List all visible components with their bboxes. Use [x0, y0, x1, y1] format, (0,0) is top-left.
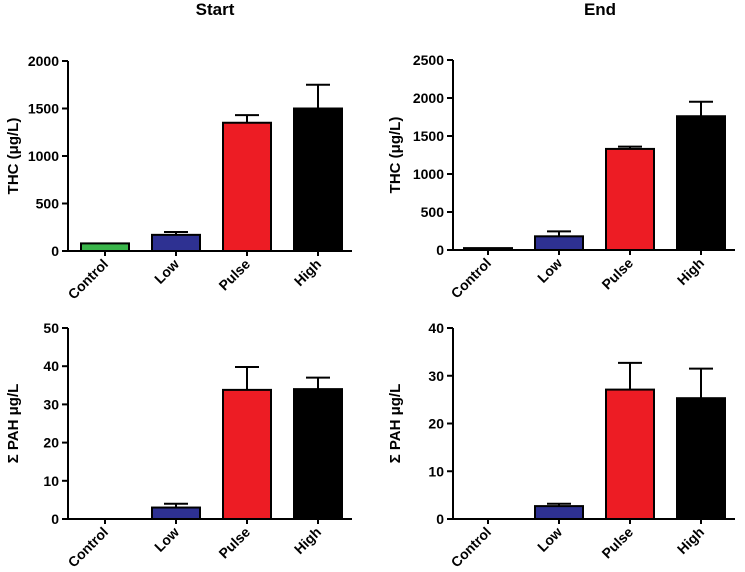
y-tick-label: 10 [428, 463, 444, 479]
y-axis-label: Σ PAH μg/L [387, 384, 404, 464]
bar-high [676, 397, 726, 521]
y-tick-label: 2000 [413, 90, 444, 106]
x-tick-label-pulse: Pulse [598, 524, 636, 562]
y-tick-label: 2500 [413, 52, 444, 68]
x-tick-label-high: High [291, 524, 324, 557]
bar-pulse [222, 388, 272, 520]
y-tick-label: 500 [36, 196, 60, 212]
bar-low [534, 235, 584, 252]
y-tick-label: 0 [436, 242, 444, 258]
x-tick-label-control: Control [65, 256, 112, 303]
y-tick-label: 10 [43, 473, 59, 489]
y-tick-label: 0 [51, 243, 59, 259]
y-tick-label: 30 [428, 368, 444, 384]
x-tick-label-high: High [674, 255, 707, 288]
y-tick-label: 500 [421, 204, 445, 220]
x-tick-label-pulse: Pulse [598, 255, 636, 293]
y-tick-label: 30 [43, 396, 59, 412]
x-tick-label-control: Control [448, 255, 495, 302]
y-tick-label: 1500 [413, 128, 444, 144]
y-axis-label: THC (μg/L) [387, 117, 404, 194]
bar-low [151, 233, 201, 253]
column-title-end: End [583, 0, 617, 19]
x-tick-label-low: Low [151, 256, 182, 287]
bar-control [80, 242, 130, 252]
bar-pulse [605, 388, 655, 520]
x-tick-label-low: Low [534, 524, 565, 555]
x-tick-label-pulse: Pulse [215, 256, 253, 294]
bar-pulse [222, 121, 272, 252]
y-tick-label: 2000 [28, 53, 59, 69]
x-tick-label-control: Control [448, 524, 495, 571]
y-tick-label: 0 [51, 511, 59, 527]
y-axis-label: THC (μg/L) [5, 118, 22, 195]
x-tick-label-pulse: Pulse [215, 524, 253, 562]
x-tick-label-low: Low [151, 524, 182, 555]
y-tick-label: 20 [428, 416, 444, 432]
bar-high [293, 107, 343, 252]
y-tick-label: 20 [43, 435, 59, 451]
bar-pulse [605, 147, 655, 251]
bar-high [676, 115, 726, 251]
y-tick-label: 1000 [413, 166, 444, 182]
chart-panel-1: 0 500 1000 1500 2000 THC (μg/L) Control Low Puls… [5, 53, 352, 302]
x-tick-label-control: Control [65, 524, 112, 571]
y-tick-label: 1000 [28, 148, 59, 164]
bar-low [534, 505, 584, 521]
y-tick-label: 1500 [28, 101, 59, 117]
bar-low [151, 506, 201, 521]
column-title-start: Start [195, 0, 235, 19]
y-tick-label: 40 [43, 358, 59, 374]
x-tick-label-high: High [674, 524, 707, 557]
y-tick-label: 50 [43, 320, 59, 336]
chart-panel-3: 0 10 20 30 40 50 Σ PAH μg/L Control Low Pulse High [5, 320, 352, 570]
bar-control [463, 247, 513, 252]
y-tick-label: 0 [436, 511, 444, 527]
x-tick-label-low: Low [534, 255, 565, 286]
chart-panel-4: 0 10 20 30 40 Σ PAH μg/L Control Low Pulse High [387, 320, 735, 570]
x-tick-label-high: High [291, 256, 324, 289]
chart-panel-2: 0 500 1000 1500 2000 2500 THC (μg/L) Control Low… [387, 52, 735, 301]
y-axis-label: Σ PAH μg/L [5, 384, 22, 464]
bar-high [293, 388, 343, 520]
y-tick-label: 40 [428, 320, 444, 336]
